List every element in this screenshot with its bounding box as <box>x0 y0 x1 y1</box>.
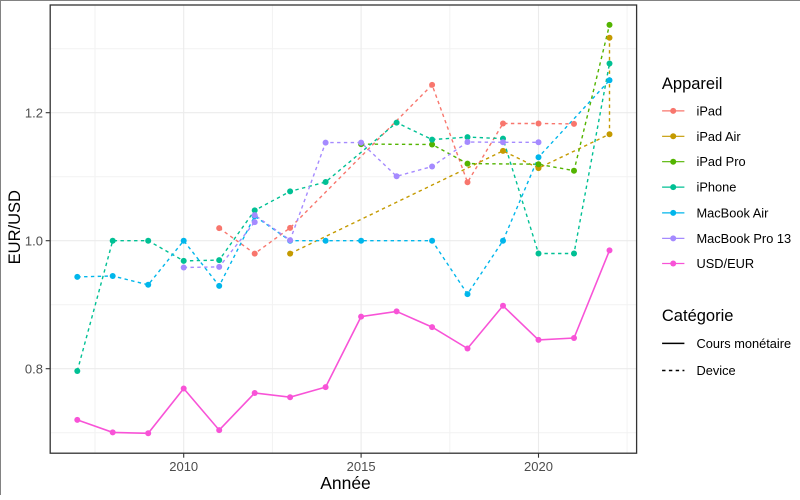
svg-text:iPad Air: iPad Air <box>697 129 742 144</box>
svg-text:2020: 2020 <box>524 459 553 474</box>
svg-text:Appareil: Appareil <box>662 75 723 93</box>
svg-text:0.8: 0.8 <box>25 361 43 376</box>
svg-text:Device: Device <box>697 363 736 378</box>
svg-text:iPhone: iPhone <box>697 180 737 195</box>
svg-text:iPad: iPad <box>697 103 723 118</box>
svg-text:EUR/USD: EUR/USD <box>6 190 24 264</box>
svg-text:Cours monétaire: Cours monétaire <box>697 336 792 351</box>
svg-text:USD/EUR: USD/EUR <box>697 256 755 271</box>
svg-text:Catégorie: Catégorie <box>662 307 734 325</box>
svg-text:2010: 2010 <box>169 459 198 474</box>
svg-text:1.0: 1.0 <box>25 233 43 248</box>
svg-text:MacBook Pro 13: MacBook Pro 13 <box>697 231 792 246</box>
svg-text:iPad Pro: iPad Pro <box>697 154 746 169</box>
svg-text:Année: Année <box>320 473 371 493</box>
svg-text:2015: 2015 <box>347 459 376 474</box>
svg-text:1.2: 1.2 <box>25 105 43 120</box>
svg-text:MacBook Air: MacBook Air <box>697 205 770 220</box>
